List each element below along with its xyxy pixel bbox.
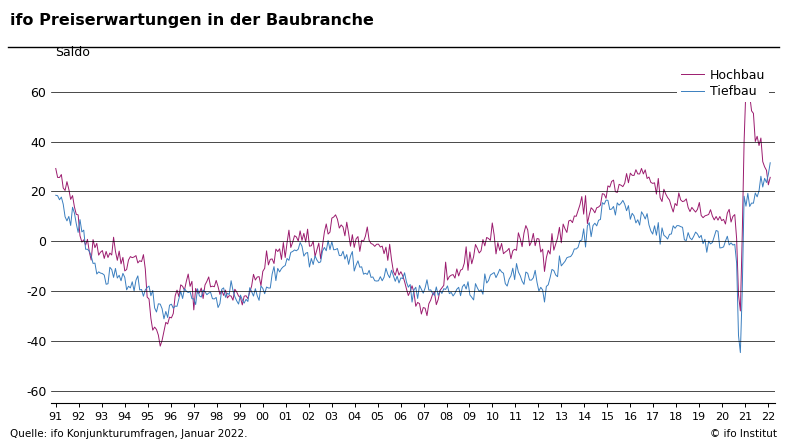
Tiefbau [762, 180, 771, 185]
Tiefbau [766, 160, 775, 165]
Hochbau [766, 175, 775, 180]
Text: Quelle: ifo Konjunkturumfragen, Januar 2022.: Quelle: ifo Konjunkturumfragen, Januar 2… [10, 428, 248, 439]
Hochbau [98, 248, 107, 253]
Line: Hochbau: Hochbau [56, 87, 770, 346]
Hochbau [763, 182, 773, 187]
Hochbau [668, 210, 678, 215]
Tiefbau [419, 291, 428, 296]
Hochbau [562, 230, 571, 235]
Hochbau [51, 166, 61, 171]
Tiefbau [51, 193, 61, 198]
Tiefbau [667, 231, 676, 237]
Hochbau [420, 306, 430, 311]
Tiefbau [98, 271, 107, 276]
Hochbau [76, 233, 85, 238]
Legend: Hochbau, Tiefbau: Hochbau, Tiefbau [678, 65, 769, 102]
Tiefbau [76, 217, 85, 222]
Tiefbau [560, 259, 570, 264]
Tiefbau [736, 350, 745, 355]
Hochbau [156, 343, 165, 349]
Line: Tiefbau: Tiefbau [56, 163, 770, 353]
Text: ifo Preiserwartungen in der Baubranche: ifo Preiserwartungen in der Baubranche [10, 13, 374, 28]
Text: Saldo: Saldo [55, 46, 90, 58]
Hochbau [741, 84, 751, 89]
Text: © ifo Institut: © ifo Institut [710, 428, 777, 439]
